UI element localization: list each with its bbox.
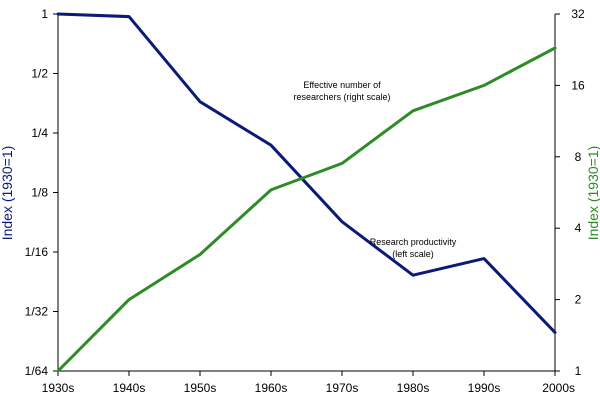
plot-area-frame <box>57 14 556 372</box>
right-tick-label: 2 <box>575 293 582 307</box>
left-tick-label: 1/8 <box>31 186 48 200</box>
x-axis-ticks: 1930s 1940s 1950s 1960s 1970s 1980s 1990s 2000s <box>42 371 575 395</box>
annotation-productivity-line-2: (left scale) <box>392 249 434 259</box>
right-tick-label: 32 <box>571 7 585 21</box>
x-tick-label: 1970s <box>326 381 359 395</box>
left-tick-label: 1/32 <box>25 305 49 319</box>
right-tick-label: 4 <box>575 221 582 235</box>
x-tick-label: 1930s <box>42 381 75 395</box>
left-tick-label: 1 <box>41 7 48 21</box>
series-line-researchers <box>56 46 557 373</box>
annotation-productivity: Research productivity (left scale) <box>370 237 457 259</box>
right-axis-title: Index (1930=1) <box>585 146 600 241</box>
left-axis-ticks: 1 1/2 1/4 1/8 1/16 1/32 1/64 <box>25 7 58 378</box>
annotation-researchers: Effective number of researchers (right s… <box>293 80 390 102</box>
left-tick-label: 1/16 <box>25 245 49 259</box>
x-tick-label: 1990s <box>468 381 501 395</box>
right-axis-ticks: 32 16 8 4 2 1 <box>555 7 585 378</box>
left-axis-title: Index (1930=1) <box>0 146 15 241</box>
x-tick-label: 1950s <box>184 381 217 395</box>
x-tick-label: 1960s <box>255 381 288 395</box>
right-tick-label: 8 <box>575 150 582 164</box>
left-tick-label: 1/2 <box>31 67 48 81</box>
right-tick-label: 1 <box>575 364 582 378</box>
x-tick-label: 1980s <box>397 381 430 395</box>
annotation-productivity-line-1: Research productivity <box>370 237 457 247</box>
series-line-productivity <box>56 12 557 334</box>
right-tick-label: 16 <box>571 78 585 92</box>
x-tick-label: 1940s <box>113 381 146 395</box>
x-tick-label: 2000s <box>542 381 575 395</box>
left-tick-label: 1/64 <box>25 364 49 378</box>
annotation-researchers-line-2: researchers (right scale) <box>293 92 390 102</box>
annotation-researchers-line-1: Effective number of <box>303 80 381 90</box>
series-layer <box>56 12 557 373</box>
left-tick-label: 1/4 <box>31 126 48 140</box>
